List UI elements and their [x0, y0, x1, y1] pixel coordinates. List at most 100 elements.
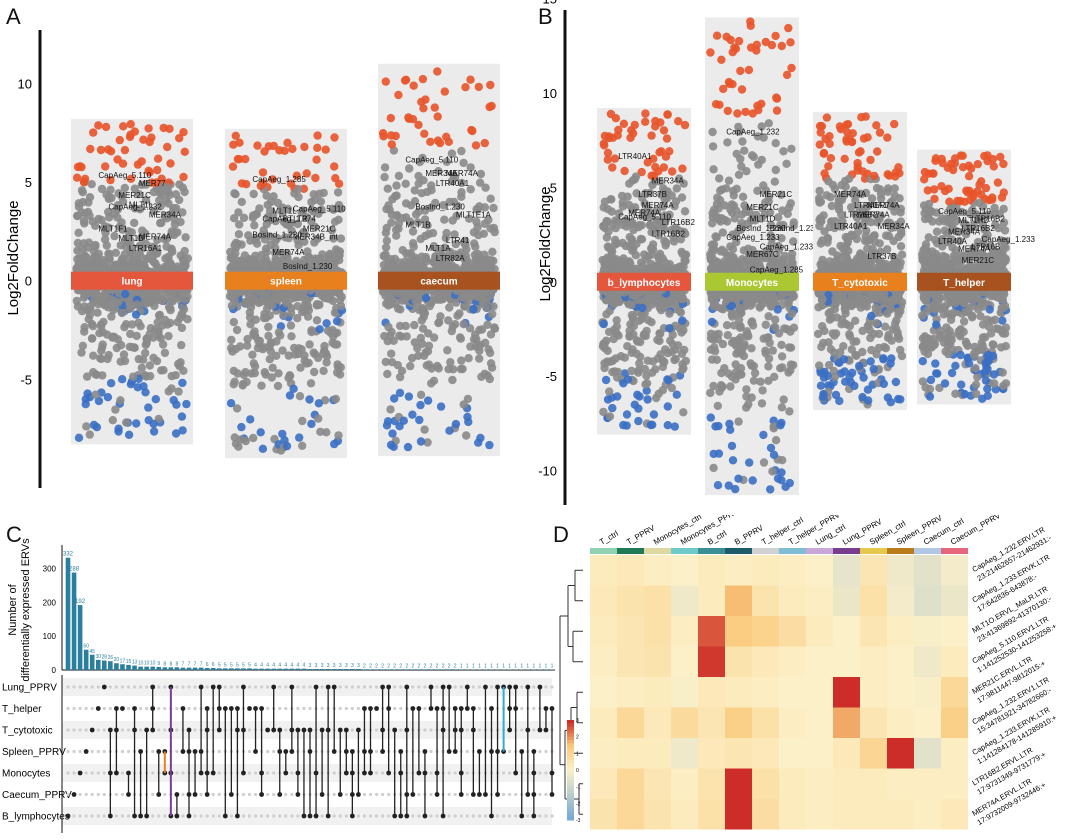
data-point — [265, 297, 274, 306]
data-point — [634, 404, 643, 413]
data-point — [249, 359, 258, 368]
gene-label: MER21C — [746, 203, 779, 212]
data-point — [420, 129, 429, 138]
data-point — [429, 333, 439, 342]
data-point — [178, 208, 187, 217]
data-point — [640, 364, 650, 374]
data-point — [471, 255, 480, 264]
data-point — [120, 145, 130, 155]
data-point — [290, 350, 300, 359]
data-point — [747, 393, 756, 402]
data-point — [174, 387, 183, 396]
data-point — [600, 339, 609, 348]
data-point — [260, 235, 270, 244]
data-point — [415, 415, 424, 425]
data-point — [256, 181, 265, 191]
data-point — [250, 221, 259, 230]
data-point — [235, 220, 244, 229]
data-point — [759, 458, 769, 467]
data-point — [102, 241, 112, 250]
data-point — [295, 392, 305, 401]
data-point — [475, 325, 484, 335]
data-point — [771, 165, 780, 175]
data-point — [853, 158, 862, 168]
data-point — [707, 355, 717, 364]
data-point — [724, 176, 734, 185]
data-point — [120, 183, 129, 193]
gene-label: MER74A — [446, 169, 479, 178]
data-point — [707, 317, 717, 327]
data-point — [787, 309, 797, 318]
data-point — [820, 169, 829, 178]
data-point — [660, 211, 669, 220]
data-point — [149, 206, 159, 216]
data-point — [638, 303, 647, 313]
panel-label-b: B — [538, 4, 553, 29]
data-point — [658, 265, 667, 274]
gene-label: CapAeg_5.110 — [405, 155, 458, 164]
data-point — [789, 237, 798, 246]
data-point — [87, 180, 96, 189]
data-point — [87, 334, 97, 343]
data-point — [489, 302, 498, 311]
data-point — [82, 422, 91, 431]
data-point — [734, 293, 743, 302]
data-point — [418, 339, 427, 348]
data-point — [633, 295, 642, 305]
data-point — [274, 369, 283, 378]
data-point — [752, 46, 761, 55]
data-point — [734, 417, 743, 426]
data-point — [126, 174, 136, 183]
data-point — [458, 364, 467, 374]
data-point — [310, 238, 319, 247]
data-point — [394, 90, 403, 100]
data-point — [126, 262, 135, 272]
data-point — [130, 204, 140, 213]
data-point — [772, 93, 781, 102]
volcano-strip-chart-immune-cells: -10-5051015Log2FoldChangeb_lymphocytesLT… — [537, 0, 1036, 505]
data-point — [622, 421, 631, 430]
data-point — [775, 221, 785, 230]
data-point — [229, 317, 238, 327]
data-point — [251, 234, 260, 243]
data-point — [231, 131, 240, 140]
data-point — [313, 131, 322, 140]
data-point — [265, 355, 274, 364]
data-point — [284, 262, 294, 272]
data-point — [480, 138, 489, 148]
data-point — [709, 205, 719, 214]
data-point — [774, 213, 783, 222]
data-point — [486, 224, 495, 233]
data-point — [91, 390, 100, 399]
data-point — [125, 132, 135, 142]
data-point — [467, 125, 476, 135]
data-point — [79, 178, 89, 187]
data-point — [380, 163, 390, 172]
data-point — [733, 109, 742, 118]
data-point — [180, 295, 190, 304]
group-label-bar — [597, 272, 691, 291]
data-point — [757, 214, 766, 223]
data-point — [423, 438, 432, 447]
data-point — [404, 392, 414, 401]
data-point — [263, 200, 272, 210]
data-point — [382, 299, 391, 308]
data-point — [110, 231, 119, 241]
data-point — [626, 300, 635, 309]
data-point — [643, 395, 652, 404]
data-point — [282, 441, 292, 451]
data-point — [141, 372, 151, 381]
data-point — [395, 321, 405, 331]
data-point — [134, 318, 143, 327]
data-point — [603, 296, 612, 305]
data-point — [394, 289, 404, 299]
data-point — [282, 249, 292, 258]
data-point — [610, 299, 619, 308]
data-point — [642, 386, 651, 395]
data-point — [488, 247, 497, 256]
data-point — [330, 162, 339, 171]
group-label-bar — [225, 271, 347, 290]
data-point — [231, 345, 240, 354]
data-point — [237, 256, 246, 265]
data-point — [641, 189, 650, 198]
